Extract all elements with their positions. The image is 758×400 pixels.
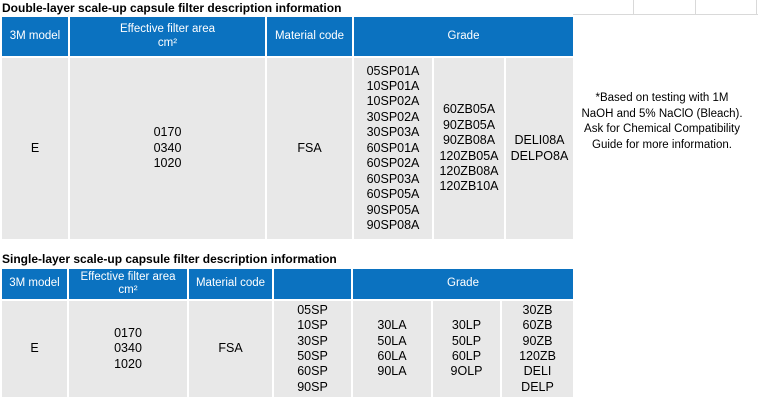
t2-cell-area: 0170 0340 1020 xyxy=(69,301,187,397)
t2-header-model-label: 3M model xyxy=(9,277,60,290)
t2-header-area-line2: cm² xyxy=(118,284,138,296)
cell-line: 05SP xyxy=(297,302,328,317)
cell-line: 50LA xyxy=(377,333,407,348)
t1-header-area: Effective filter area cm² xyxy=(70,17,265,56)
cell-line: 90SP08A xyxy=(366,218,420,233)
table2-header-row: 3M model Effective filter area cm² Mater… xyxy=(2,269,573,299)
t1-cell-material: FSA xyxy=(267,58,352,239)
t2-cell-material: FSA xyxy=(189,301,272,397)
t1-grade-col-2: 60ZB05A 90ZB05A 90ZB08A 120ZB05A 120ZB08A 120… xyxy=(434,58,504,239)
t2-model-value: E xyxy=(30,341,39,356)
cell-line: 120ZB08A xyxy=(439,163,499,178)
t1-header-model: 3M model xyxy=(2,17,68,56)
cell-line: 9OLP xyxy=(450,364,483,379)
t2-grade-col-3: 30LP 50LP 60LP 9OLP xyxy=(433,301,500,397)
cell-line: 05SP01A xyxy=(366,63,420,78)
t2-header-area-line1: Effective filter area xyxy=(80,270,176,283)
cell-line: Ask for Chemical Compatibility xyxy=(584,123,740,135)
gridline xyxy=(756,0,757,14)
gridline xyxy=(573,14,758,15)
cell-line: 0340 xyxy=(153,140,182,155)
t1-model-value: E xyxy=(30,140,40,155)
table2-body-row: E 0170 0340 1020 FSA 05SP 10SP 30SP 50SP 60SP 9… xyxy=(2,301,573,397)
t1-grade-col-3: DELI08A DELPO8A xyxy=(506,58,573,239)
t2-header-blank xyxy=(274,269,351,299)
table2-title: Single-layer scale-up capsule filter des… xyxy=(2,252,337,266)
cell-line: 60LP xyxy=(451,349,482,363)
t2-header-area: Effective filter area cm² xyxy=(69,269,187,299)
cell-line: 30SP xyxy=(297,333,328,348)
t2-cell-model: E xyxy=(2,301,67,397)
table1-header-row: 3M model Effective filter area cm² Mater… xyxy=(2,17,573,56)
cell-line: 50LP xyxy=(451,333,482,348)
cell-line: 30ZB xyxy=(522,302,553,317)
cell-line: DELI08A xyxy=(514,133,565,148)
t1-header-material-label: Material code xyxy=(274,29,345,42)
cell-line: 30LA xyxy=(377,318,407,333)
t1-cell-area: 0170 0340 1020 xyxy=(70,58,265,239)
t1-grade-col-1: 05SP01A 10SP01A 10SP02A 30SP02A 30SP03A 60SP0… xyxy=(354,58,432,239)
table1-title: Double-layer scale-up capsule filter des… xyxy=(2,1,342,15)
t2-header-material: Material code xyxy=(189,269,272,299)
cell-line: 90ZB xyxy=(522,333,553,348)
t2-grade-col-4: 30ZB 60ZB 90ZB 120ZB DELI DELP xyxy=(502,301,573,397)
t2-header-grade: Grade xyxy=(353,269,573,299)
cell-line: 0170 xyxy=(153,125,182,140)
t2-header-grade-label: Grade xyxy=(447,277,479,290)
t1-header-area-line2: cm² xyxy=(157,36,178,49)
t1-header-material: Material code xyxy=(267,17,352,56)
cell-line: 10SP01A xyxy=(366,78,420,93)
cell-line: 50SP xyxy=(297,349,328,363)
cell-line: 90LA xyxy=(377,364,407,379)
cell-line: 30SP03A xyxy=(366,125,420,140)
cell-line: Guide for more information. xyxy=(592,138,732,151)
cell-line: 1020 xyxy=(114,356,142,371)
cell-line: 120ZB10A xyxy=(439,179,499,194)
cell-line: 120ZB xyxy=(519,349,556,363)
cell-line: 60LA xyxy=(377,349,407,363)
compatibility-note: *Based on testing with 1M NaOH and 5% NaC… xyxy=(566,91,758,153)
t1-header-grade: Grade xyxy=(354,17,573,56)
cell-line: 60SP05A xyxy=(366,187,420,202)
t1-header-model-label: 3M model xyxy=(9,29,61,42)
cell-line: 90ZB05A xyxy=(442,117,496,132)
cell-line: DELPO8A xyxy=(510,148,569,163)
table1-body-row: E 0170 0340 1020 FSA 05SP01A 10SP01A 10SP02A… xyxy=(2,58,573,239)
cell-line: DELP xyxy=(521,379,554,394)
cell-line: 120ZB05A xyxy=(439,148,499,163)
cell-line: 60SP02A xyxy=(366,156,420,171)
cell-line: 30LP xyxy=(451,318,482,333)
cell-line: 0170 xyxy=(114,325,142,340)
cell-line: 90SP05A xyxy=(366,202,420,217)
t1-header-area-line1: Effective filter area xyxy=(119,23,216,35)
cell-line: *Based on testing with 1M xyxy=(595,92,729,104)
cell-line: DELI xyxy=(523,364,552,379)
cell-line: 60ZB05A xyxy=(442,102,496,117)
t1-material-value: FSA xyxy=(297,140,322,155)
t2-header-model: 3M model xyxy=(2,269,67,299)
cell-line: 10SP xyxy=(297,318,328,333)
t1-cell-model: E xyxy=(2,58,68,239)
gridline xyxy=(633,0,634,14)
table1-double-layer: 3M model Effective filter area cm² Mater… xyxy=(2,17,573,239)
t2-grade-col-1: 05SP 10SP 30SP 50SP 60SP 90SP xyxy=(274,301,351,397)
t2-header-material-label: Material code xyxy=(195,277,266,290)
gridline xyxy=(695,0,696,14)
cell-line: 60SP03A xyxy=(366,171,420,186)
cell-line: 60SP xyxy=(297,364,328,379)
cell-line: 90SP xyxy=(297,379,328,394)
cell-line: 60ZB xyxy=(522,318,553,333)
cell-line: 0340 xyxy=(114,341,142,356)
cell-line: 60SP01A xyxy=(366,140,420,155)
cell-line: 90ZB08A xyxy=(442,133,496,148)
cell-line: NaOH and 5% NaClO (Bleach). xyxy=(581,107,743,120)
t2-grade-col-2: 30LA 50LA 60LA 90LA xyxy=(353,301,431,397)
t2-material-value: FSA xyxy=(218,341,243,356)
cell-line: 10SP02A xyxy=(366,94,420,109)
t1-header-grade-label: Grade xyxy=(447,29,480,42)
cell-line: 1020 xyxy=(153,156,182,171)
table2-single-layer: 3M model Effective filter area cm² Mater… xyxy=(2,269,573,397)
cell-line: 30SP02A xyxy=(366,109,420,124)
